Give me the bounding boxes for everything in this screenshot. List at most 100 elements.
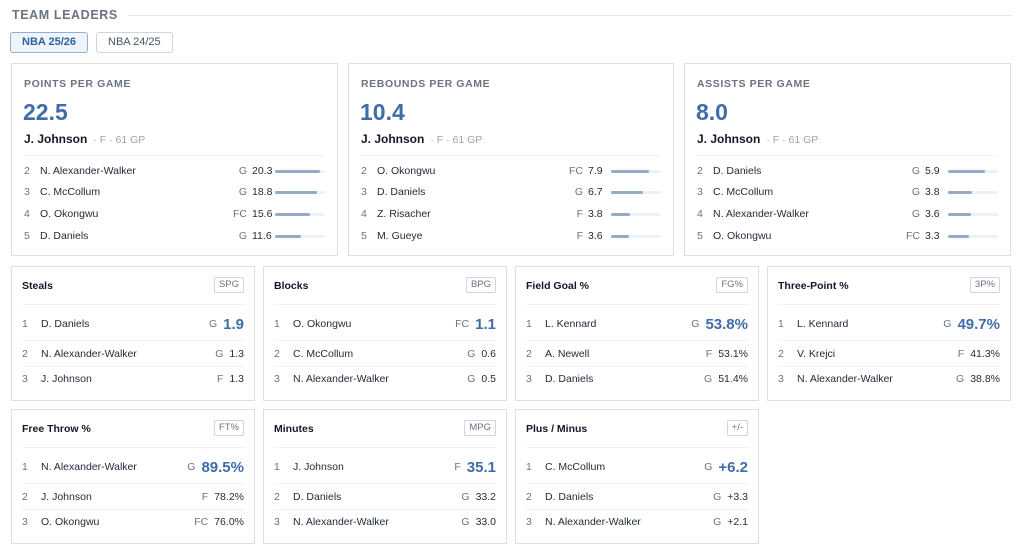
player-name[interactable]: N. Alexander-Walker: [293, 516, 389, 528]
player-name[interactable]: D. Daniels: [545, 373, 594, 385]
player-name[interactable]: D. Daniels: [293, 491, 342, 503]
player-position: G: [238, 165, 247, 177]
list-item[interactable]: 2 D. Daniels G 33.2: [274, 489, 496, 505]
list-item[interactable]: 2 A. Newell F 53.1%: [526, 346, 748, 362]
list-item[interactable]: 1 L. Kennard G 53.8%: [526, 315, 748, 333]
player-name[interactable]: C. McCollum: [40, 186, 101, 198]
list-item[interactable]: 1 N. Alexander-Walker G 89.5%: [22, 458, 244, 476]
list-item[interactable]: 1 L. Kennard G 49.7%: [778, 315, 1000, 333]
player-position: G: [467, 348, 476, 360]
player-name[interactable]: D. Daniels: [377, 186, 426, 198]
list-item[interactable]: 3 C. McCollum G 18.8: [24, 184, 325, 200]
player-name[interactable]: N. Alexander-Walker: [713, 208, 809, 220]
stat-value: 38.8%: [970, 373, 1000, 385]
list-item[interactable]: 3 D. Daniels G 51.4%: [526, 371, 748, 387]
stat-value: 0.6: [481, 348, 496, 360]
stat-value: 6.7: [588, 186, 603, 198]
player-name[interactable]: J. Johnson: [41, 373, 92, 385]
list-item[interactable]: 3 N. Alexander-Walker G 33.0: [274, 514, 496, 530]
stat-bar: [275, 212, 325, 216]
stat-abbr-badge: SPG: [213, 277, 244, 293]
list-item[interactable]: 2 D. Daniels G 5.9: [697, 163, 998, 179]
player-name[interactable]: C. McCollum: [713, 186, 774, 198]
tab-season-current[interactable]: NBA 25/26: [10, 32, 89, 53]
leader-info[interactable]: J. Johnson · F · 61 GP: [697, 132, 818, 146]
stat-bar: [275, 169, 325, 173]
list-item[interactable]: 2 V. Krejci F 41.3%: [778, 346, 1000, 362]
list-item[interactable]: 2 N. Alexander-Walker G 20.3: [24, 163, 325, 179]
row-separator: [778, 340, 1000, 341]
rank: 3: [22, 516, 28, 528]
player-position: G: [691, 318, 700, 330]
list-item[interactable]: 3 J. Johnson F 1.3: [22, 371, 244, 387]
row-separator: [22, 483, 244, 484]
player-name[interactable]: D. Daniels: [41, 318, 90, 330]
player-name[interactable]: N. Alexander-Walker: [293, 373, 389, 385]
list-item[interactable]: 5 M. Gueye F 3.6: [361, 228, 661, 244]
list-item[interactable]: 2 J. Johnson F 78.2%: [22, 489, 244, 505]
list-item[interactable]: 1 D. Daniels G 1.9: [22, 315, 244, 333]
list-item[interactable]: 5 O. Okongwu FC 3.3: [697, 228, 998, 244]
list-item[interactable]: 3 N. Alexander-Walker G 38.8%: [778, 371, 1000, 387]
list-item[interactable]: 2 D. Daniels G +3.3: [526, 489, 748, 505]
player-name[interactable]: L. Kennard: [545, 318, 597, 330]
stat-value: 0.5: [481, 373, 496, 385]
player-name[interactable]: D. Daniels: [40, 230, 89, 242]
stat-abbr-badge: +/-: [726, 420, 748, 436]
player-name[interactable]: O. Okongwu: [41, 516, 100, 528]
card-label: REBOUNDS PER GAME: [361, 78, 491, 90]
stat-bar-fill: [611, 169, 649, 173]
player-name[interactable]: D. Daniels: [545, 491, 594, 503]
player-name[interactable]: C. McCollum: [293, 348, 354, 360]
player-name[interactable]: C. McCollum: [545, 461, 606, 473]
list-item[interactable]: 1 J. Johnson F 35.1: [274, 458, 496, 476]
leader-info[interactable]: J. Johnson · F · 61 GP: [361, 132, 482, 146]
rank: 1: [526, 461, 532, 473]
list-item[interactable]: 3 C. McCollum G 3.8: [697, 184, 998, 200]
player-name[interactable]: L. Kennard: [797, 318, 849, 330]
player-name[interactable]: O. Okongwu: [713, 230, 772, 242]
leader-name[interactable]: J. Johnson: [24, 132, 88, 146]
list-item[interactable]: 4 Z. Risacher F 3.8: [361, 206, 661, 222]
row-separator: [22, 340, 244, 341]
list-item[interactable]: 3 N. Alexander-Walker G +2.1: [526, 514, 748, 530]
list-item[interactable]: 3 O. Okongwu FC 76.0%: [22, 514, 244, 530]
player-name[interactable]: Z. Risacher: [377, 208, 431, 220]
stat-abbr-badge: MPG: [464, 420, 496, 436]
player-name[interactable]: J. Johnson: [293, 461, 344, 473]
player-name[interactable]: O. Okongwu: [377, 165, 436, 177]
leader-name[interactable]: J. Johnson: [697, 132, 761, 146]
list-item[interactable]: 1 O. Okongwu FC 1.1: [274, 315, 496, 333]
player-name[interactable]: J. Johnson: [41, 491, 92, 503]
tab-season-previous[interactable]: NBA 24/25: [96, 32, 173, 53]
stat-bar: [611, 212, 661, 216]
list-item[interactable]: 2 O. Okongwu FC 7.9: [361, 163, 661, 179]
player-position: G: [461, 491, 470, 503]
leader-info[interactable]: J. Johnson · F · 61 GP: [24, 132, 145, 146]
leader-value: 22.5: [23, 99, 68, 125]
list-item[interactable]: 4 O. Okongwu FC 15.6: [24, 206, 325, 222]
list-item[interactable]: 3 D. Daniels G 6.7: [361, 184, 661, 200]
player-name[interactable]: N. Alexander-Walker: [40, 165, 136, 177]
player-name[interactable]: D. Daniels: [713, 165, 762, 177]
player-name[interactable]: A. Newell: [545, 348, 590, 360]
stat-bar: [948, 190, 998, 194]
list-item[interactable]: 1 C. McCollum G +6.2: [526, 458, 748, 476]
leader-name[interactable]: J. Johnson: [361, 132, 425, 146]
player-name[interactable]: O. Okongwu: [293, 318, 352, 330]
stat-bar-fill: [611, 212, 630, 216]
player-name[interactable]: O. Okongwu: [40, 208, 99, 220]
player-name[interactable]: N. Alexander-Walker: [545, 516, 641, 528]
list-item[interactable]: 4 N. Alexander-Walker G 3.6: [697, 206, 998, 222]
rank: 1: [274, 318, 280, 330]
player-name[interactable]: N. Alexander-Walker: [797, 373, 893, 385]
list-item[interactable]: 5 D. Daniels G 11.6: [24, 228, 325, 244]
player-name[interactable]: N. Alexander-Walker: [41, 348, 137, 360]
list-item[interactable]: 2 N. Alexander-Walker G 1.3: [22, 346, 244, 362]
rank: 2: [778, 348, 784, 360]
list-item[interactable]: 3 N. Alexander-Walker G 0.5: [274, 371, 496, 387]
list-item[interactable]: 2 C. McCollum G 0.6: [274, 346, 496, 362]
player-name[interactable]: V. Krejci: [797, 348, 836, 360]
player-name[interactable]: N. Alexander-Walker: [41, 461, 137, 473]
player-name[interactable]: M. Gueye: [377, 230, 423, 242]
